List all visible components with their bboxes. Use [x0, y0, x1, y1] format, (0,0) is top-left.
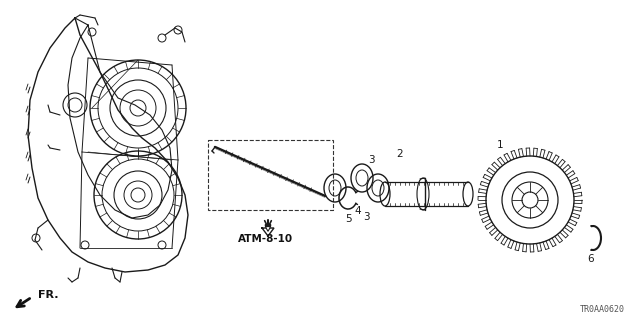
- Text: FR.: FR.: [38, 290, 58, 300]
- Text: TR0AA0620: TR0AA0620: [580, 305, 625, 314]
- Text: 2: 2: [397, 149, 403, 159]
- Bar: [208, 140, 333, 210]
- Text: 4: 4: [355, 206, 362, 216]
- Text: 3: 3: [368, 155, 374, 165]
- Text: 5: 5: [345, 214, 351, 224]
- Text: 3: 3: [363, 212, 369, 222]
- Text: 6: 6: [588, 254, 595, 264]
- Text: ATM-8-10: ATM-8-10: [238, 234, 293, 244]
- Text: 1: 1: [497, 140, 503, 150]
